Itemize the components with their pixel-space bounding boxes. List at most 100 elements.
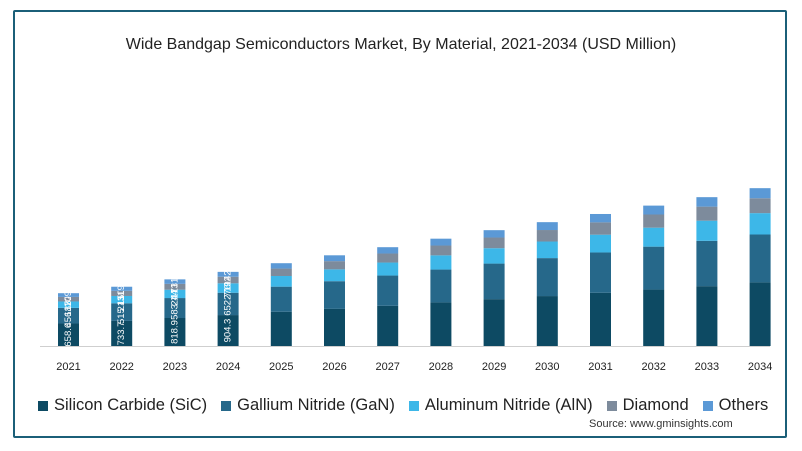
data-label: 192.2 — [223, 268, 234, 292]
data-label: 131.3 — [169, 270, 180, 294]
bar-segment — [483, 299, 505, 346]
bar-segment — [749, 213, 771, 235]
bar-segment — [536, 230, 558, 242]
x-tick-label: 2033 — [695, 361, 719, 373]
bar-segment — [58, 301, 79, 308]
bar-segment — [483, 248, 505, 264]
bar-segment — [483, 237, 505, 249]
legend-label: Diamond — [622, 396, 689, 414]
data-label: 142.5 — [223, 262, 234, 286]
bar-segment — [111, 303, 133, 321]
bar-segment — [164, 283, 186, 290]
bar-segment — [536, 258, 558, 297]
bar-segment — [590, 292, 611, 346]
x-tick-label: 2025 — [269, 361, 293, 373]
data-label: 456.4 — [63, 304, 74, 328]
legend-label: Silicon Carbide (SiC) — [54, 396, 208, 414]
legend-swatch — [702, 400, 713, 411]
data-label: 818.9 — [169, 320, 180, 344]
bar-segment — [749, 282, 771, 346]
bar-segment — [111, 286, 133, 291]
bar-segment — [377, 305, 399, 346]
bar-segment — [111, 290, 133, 296]
legend-swatch — [408, 400, 419, 411]
bar-segment — [164, 279, 186, 284]
data-label: 733.7 — [116, 322, 127, 346]
bar-segment — [164, 289, 186, 299]
bar-segment — [696, 286, 718, 346]
x-tick-label: 2030 — [535, 361, 559, 373]
bar-segment — [324, 281, 345, 309]
bar-segment — [643, 289, 665, 346]
bar-segment — [590, 222, 611, 235]
data-label: 132.8 — [63, 287, 74, 311]
legend-item: Diamond — [606, 396, 689, 415]
bar-segment — [749, 188, 771, 199]
bar-segment — [270, 311, 292, 346]
bar-segment — [536, 222, 558, 231]
data-label: 119.6 — [116, 277, 127, 300]
bar-segment — [270, 263, 292, 269]
bar-segment — [377, 247, 399, 254]
x-tick-label: 2021 — [56, 361, 80, 373]
chart-title: Wide Bandgap Semiconductors Market, By M… — [125, 36, 677, 53]
source-note: Source: www.gminsights.com — [589, 418, 733, 430]
bar-segment — [749, 198, 771, 214]
bar-segment — [696, 197, 718, 207]
x-tick-label: 2023 — [163, 361, 187, 373]
bar-segment — [58, 323, 79, 346]
x-tick-label: 2032 — [641, 361, 665, 373]
bar-segment — [377, 262, 399, 276]
x-tick-label: 2034 — [748, 361, 772, 373]
data-label: 109.2 — [63, 283, 74, 307]
bar-segment — [430, 245, 452, 256]
x-tick-label: 2024 — [216, 361, 240, 373]
bar-segment — [696, 240, 718, 287]
bar-segment — [590, 252, 611, 293]
x-tick-label: 2027 — [375, 361, 399, 373]
legend-item: Aluminum Nitride (AlN) — [408, 396, 593, 415]
bar-segment — [217, 283, 239, 293]
data-label: 171.0 — [169, 275, 180, 299]
x-tick-label: 2031 — [588, 361, 612, 373]
chart-legend: Silicon Carbide (SiC) Gallium Nitride (Ga… — [38, 396, 782, 415]
bar-segment — [164, 317, 186, 346]
data-label: 904.3 — [223, 319, 234, 343]
bar-segment — [217, 276, 239, 284]
bar-segment — [696, 206, 718, 221]
bar-segment — [111, 320, 133, 346]
bar-segment — [696, 220, 718, 241]
data-label: 652.7 — [223, 292, 234, 316]
bar-segment — [270, 268, 292, 276]
bar-segment — [58, 296, 79, 302]
data-label: 658.6 — [63, 323, 74, 347]
bar-segment — [217, 315, 239, 346]
bar-segment — [377, 275, 399, 306]
bar-segment — [164, 298, 186, 318]
bar-segment — [643, 214, 665, 228]
legend-label: Gallium Nitride (GaN) — [237, 396, 395, 414]
bar-segment — [430, 238, 452, 246]
legend-item: Gallium Nitride (GaN) — [221, 396, 395, 415]
bar-segment — [324, 308, 345, 346]
data-label: 276.0 — [223, 276, 234, 300]
x-tick-label: 2022 — [109, 361, 133, 373]
bar-segment — [483, 230, 505, 238]
bar-segment — [749, 234, 771, 283]
bar-segment — [536, 296, 558, 346]
legend-label: Others — [718, 396, 769, 414]
bar-segment — [58, 307, 79, 324]
bar-segment — [270, 275, 292, 287]
legend-item: Others — [702, 396, 769, 415]
bar-segment — [536, 241, 558, 259]
bar-segment — [324, 255, 345, 262]
bar-segment — [590, 234, 611, 253]
x-tick-label: 2029 — [482, 361, 506, 373]
bar-segment — [590, 213, 611, 223]
x-tick-label: 2026 — [322, 361, 346, 373]
bar-segment — [270, 286, 292, 312]
legend-swatch — [606, 400, 617, 411]
bar-segment — [111, 295, 133, 304]
data-label: 583.1 — [169, 296, 180, 320]
